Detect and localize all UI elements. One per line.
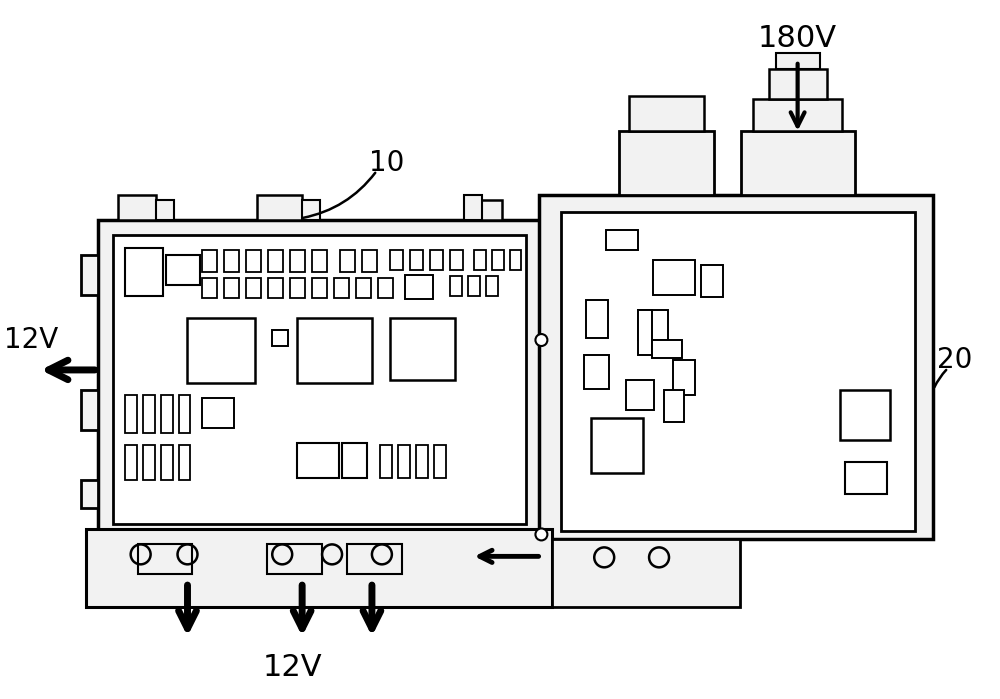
Bar (776, 53, 820, 69)
Bar (202, 398, 234, 428)
Bar (701, 265, 723, 297)
Bar (312, 250, 327, 272)
Bar (380, 445, 392, 477)
Bar (246, 278, 261, 298)
Bar (410, 250, 423, 271)
Bar (290, 278, 305, 298)
Bar (416, 445, 428, 477)
Text: 20: 20 (937, 346, 973, 374)
Bar (143, 445, 155, 480)
Bar (224, 250, 239, 272)
Bar (626, 380, 654, 410)
Bar (398, 445, 410, 477)
Bar (430, 250, 443, 271)
Bar (673, 360, 695, 395)
Bar (450, 276, 462, 296)
Bar (125, 445, 137, 480)
Bar (202, 250, 217, 272)
Bar (156, 201, 174, 220)
Bar (187, 318, 255, 383)
Bar (98, 220, 541, 535)
Bar (272, 330, 288, 346)
Bar (769, 69, 827, 99)
Bar (290, 250, 305, 272)
Bar (741, 131, 855, 196)
Bar (113, 236, 526, 524)
Bar (268, 250, 283, 272)
Bar (405, 275, 433, 299)
Bar (591, 418, 643, 473)
Bar (845, 461, 887, 493)
Bar (474, 250, 486, 271)
Bar (652, 340, 682, 358)
Circle shape (535, 528, 547, 540)
Bar (450, 250, 463, 271)
Bar (347, 545, 402, 575)
Bar (664, 390, 684, 421)
Bar (434, 445, 446, 477)
Bar (619, 131, 714, 196)
Bar (161, 395, 173, 433)
Bar (390, 250, 403, 271)
Bar (81, 390, 98, 430)
Bar (179, 445, 190, 480)
Text: 12V: 12V (262, 653, 322, 682)
Bar (246, 250, 261, 272)
Bar (297, 318, 372, 383)
Bar (486, 276, 498, 296)
Bar (539, 196, 933, 540)
Bar (492, 250, 504, 271)
Bar (753, 99, 842, 131)
Bar (161, 445, 173, 480)
Bar (638, 310, 652, 355)
Bar (638, 310, 668, 340)
Bar (302, 201, 320, 220)
Bar (224, 278, 239, 298)
Bar (166, 255, 200, 285)
Bar (584, 355, 609, 389)
Bar (464, 196, 482, 220)
Bar (561, 212, 915, 531)
Text: 180V: 180V (758, 24, 837, 53)
Bar (179, 395, 190, 433)
Bar (81, 255, 98, 295)
Bar (202, 278, 217, 298)
Bar (653, 260, 695, 295)
Bar (356, 278, 371, 298)
Bar (125, 395, 137, 433)
Bar (464, 201, 502, 220)
Bar (552, 540, 740, 607)
Bar (125, 248, 163, 296)
Text: 12V: 12V (4, 326, 58, 354)
Bar (342, 442, 367, 477)
Bar (312, 278, 327, 298)
Bar (267, 545, 322, 575)
Bar (840, 390, 890, 440)
Bar (340, 250, 355, 272)
Bar (468, 276, 480, 296)
Text: 10: 10 (369, 149, 405, 177)
Bar (138, 545, 192, 575)
Bar (143, 395, 155, 433)
Bar (390, 318, 455, 380)
Bar (586, 300, 608, 338)
Bar (362, 250, 377, 272)
Bar (334, 278, 349, 298)
Bar (118, 196, 156, 220)
Bar (378, 278, 393, 298)
Bar (629, 96, 704, 131)
Bar (268, 278, 283, 298)
Bar (510, 250, 521, 271)
Circle shape (535, 334, 547, 346)
Bar (257, 196, 302, 220)
Bar (297, 442, 339, 477)
Bar (606, 231, 638, 250)
Bar (86, 529, 552, 607)
Bar (81, 480, 98, 507)
